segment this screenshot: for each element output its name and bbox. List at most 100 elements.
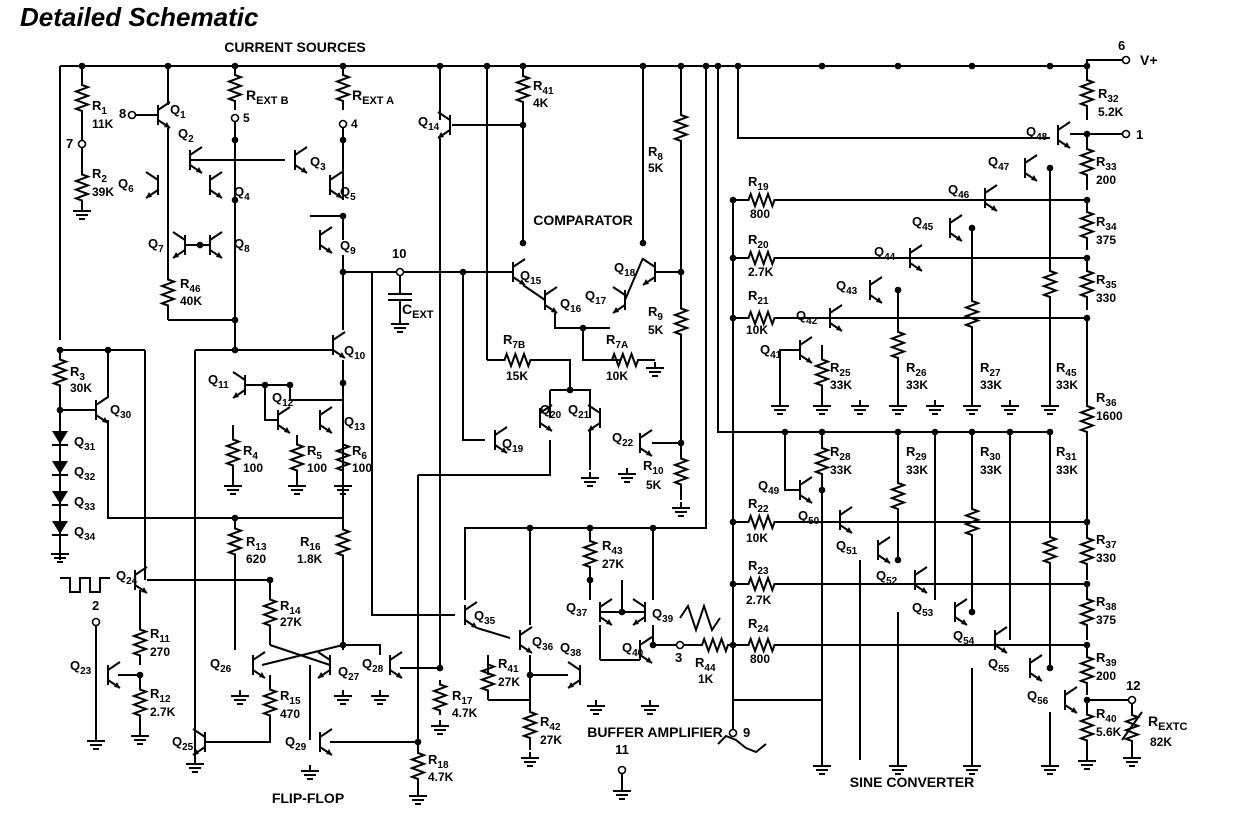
r8-value: 5K — [648, 161, 664, 175]
q51-label: Q51 — [836, 538, 858, 557]
arrow-icon — [876, 297, 882, 303]
pin-terminal — [1121, 55, 1131, 65]
junction-dot — [639, 239, 647, 247]
r7b-value: 15K — [506, 369, 528, 383]
arrow-icon — [284, 427, 290, 433]
sine-wave-icon — [717, 734, 767, 754]
arrow-icon — [301, 167, 307, 173]
wire — [418, 440, 551, 476]
r34-label: R34 — [1096, 214, 1117, 233]
r3-icon — [51, 350, 69, 395]
arrow-icon — [551, 307, 557, 313]
arrow-icon — [646, 450, 652, 456]
triangle-wave-icon — [679, 602, 721, 634]
arrow-icon — [326, 749, 332, 755]
arrow-icon — [568, 682, 574, 688]
junction-dot — [781, 428, 789, 436]
r37-value: 330 — [1096, 551, 1116, 565]
q39-icon — [632, 598, 646, 608]
diode-q33-label: Q33 — [74, 494, 96, 513]
arrow-icon — [438, 132, 444, 138]
q17-icon — [612, 286, 626, 296]
q49-label: Q49 — [758, 478, 780, 497]
r44-icon — [694, 636, 736, 654]
r34-icon — [1078, 200, 1096, 250]
pin-9-label: 2 — [92, 598, 99, 613]
q55-icon — [1029, 654, 1043, 664]
r2-value: 39K — [92, 185, 114, 199]
q27-icon — [317, 651, 331, 661]
q40-icon — [639, 636, 653, 646]
arrow-icon — [396, 672, 402, 678]
q15-icon — [512, 258, 526, 268]
pin-terminal — [395, 267, 405, 277]
q35-label: Q35 — [474, 608, 496, 627]
q39-label: Q39 — [652, 606, 674, 625]
r22-value: 10K — [746, 531, 768, 545]
q7-icon — [172, 231, 186, 241]
junction-dot — [231, 196, 239, 204]
q43-label: Q43 — [836, 278, 858, 297]
r40-icon — [1078, 700, 1096, 755]
r45-value: 33K — [1056, 378, 1078, 392]
r35-value: 330 — [1096, 291, 1116, 305]
r39-icon — [1078, 645, 1096, 695]
q35-icon — [464, 601, 478, 611]
q55-label: Q55 — [988, 656, 1010, 675]
pin-terminal — [675, 640, 685, 650]
q38-label: Q38 — [560, 640, 582, 659]
pin-2-label: 9 — [743, 725, 750, 740]
r14-value: 27K — [280, 615, 302, 629]
arrow-icon — [526, 647, 532, 653]
q46-label: Q46 — [948, 182, 970, 201]
arrow-icon — [146, 192, 152, 198]
r3-value: 30K — [70, 381, 92, 395]
q20-icon — [539, 404, 553, 414]
q38-icon — [567, 661, 581, 671]
r18-icon — [409, 742, 427, 790]
r3-label: R3 — [70, 364, 85, 383]
q16-label: Q16 — [560, 296, 582, 315]
r33-label: R33 — [1096, 154, 1117, 173]
arrow-icon — [141, 587, 147, 593]
q41-label: Q41 — [760, 342, 782, 361]
r10-label: R10 — [643, 458, 664, 477]
q4-label: Q4 — [234, 184, 250, 203]
r24-value: 800 — [750, 652, 770, 666]
r45-label: R45 — [1056, 360, 1077, 379]
q53-icon — [954, 598, 968, 608]
r21-label: R21 — [748, 288, 769, 307]
r38-icon — [1078, 584, 1096, 640]
r19-icon — [733, 191, 790, 209]
q50-icon — [839, 506, 853, 516]
wire — [737, 66, 1050, 139]
q22-icon — [639, 429, 653, 439]
r42-value: 27K — [540, 733, 562, 747]
pin-terminal — [1121, 129, 1131, 139]
q21-label: Q21 — [568, 402, 590, 421]
wire — [779, 349, 800, 400]
pin-terminal — [617, 765, 627, 775]
arrow-icon — [114, 682, 120, 688]
section-comparator: COMPARATOR — [533, 212, 633, 228]
r21-value: 10K — [746, 323, 768, 337]
r22-label: R22 — [748, 496, 769, 515]
pin-terminal — [1127, 695, 1137, 705]
r36-label: R36 — [1096, 390, 1117, 409]
q30-label: Q30 — [110, 402, 132, 421]
pin-terminal — [77, 139, 87, 149]
r16-value: 1.8K — [297, 552, 323, 566]
r36-icon — [1078, 318, 1096, 520]
r12-value: 2.7K — [150, 705, 176, 719]
r4-icon — [224, 425, 242, 480]
q51-icon — [877, 536, 891, 546]
junction-dot — [968, 608, 976, 616]
q11-icon — [232, 371, 246, 381]
junction-dot — [339, 136, 347, 144]
arrow-icon — [164, 122, 170, 128]
arrow-icon — [643, 279, 649, 285]
arrow-icon — [846, 527, 852, 533]
r11-icon — [131, 620, 149, 665]
r8-icon — [672, 66, 690, 190]
r32-value: 5.2K — [1098, 105, 1124, 119]
